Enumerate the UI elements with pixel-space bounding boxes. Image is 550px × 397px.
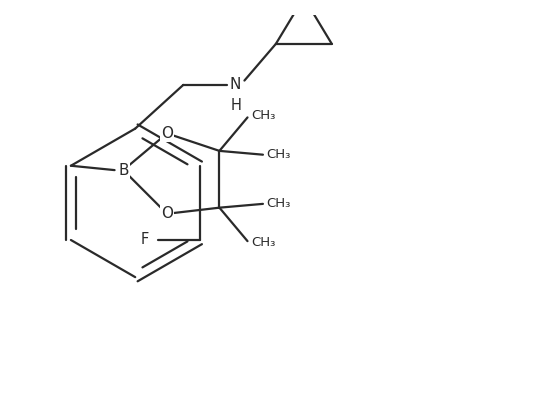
Text: H: H (230, 98, 241, 114)
Text: O: O (161, 126, 173, 141)
Text: F: F (141, 233, 149, 247)
Text: CH₃: CH₃ (251, 236, 276, 249)
Text: CH₃: CH₃ (251, 109, 276, 122)
Text: CH₃: CH₃ (266, 197, 291, 210)
Text: CH₃: CH₃ (266, 148, 291, 161)
Text: N: N (230, 77, 241, 93)
Text: O: O (161, 206, 173, 221)
Text: B: B (118, 163, 129, 177)
